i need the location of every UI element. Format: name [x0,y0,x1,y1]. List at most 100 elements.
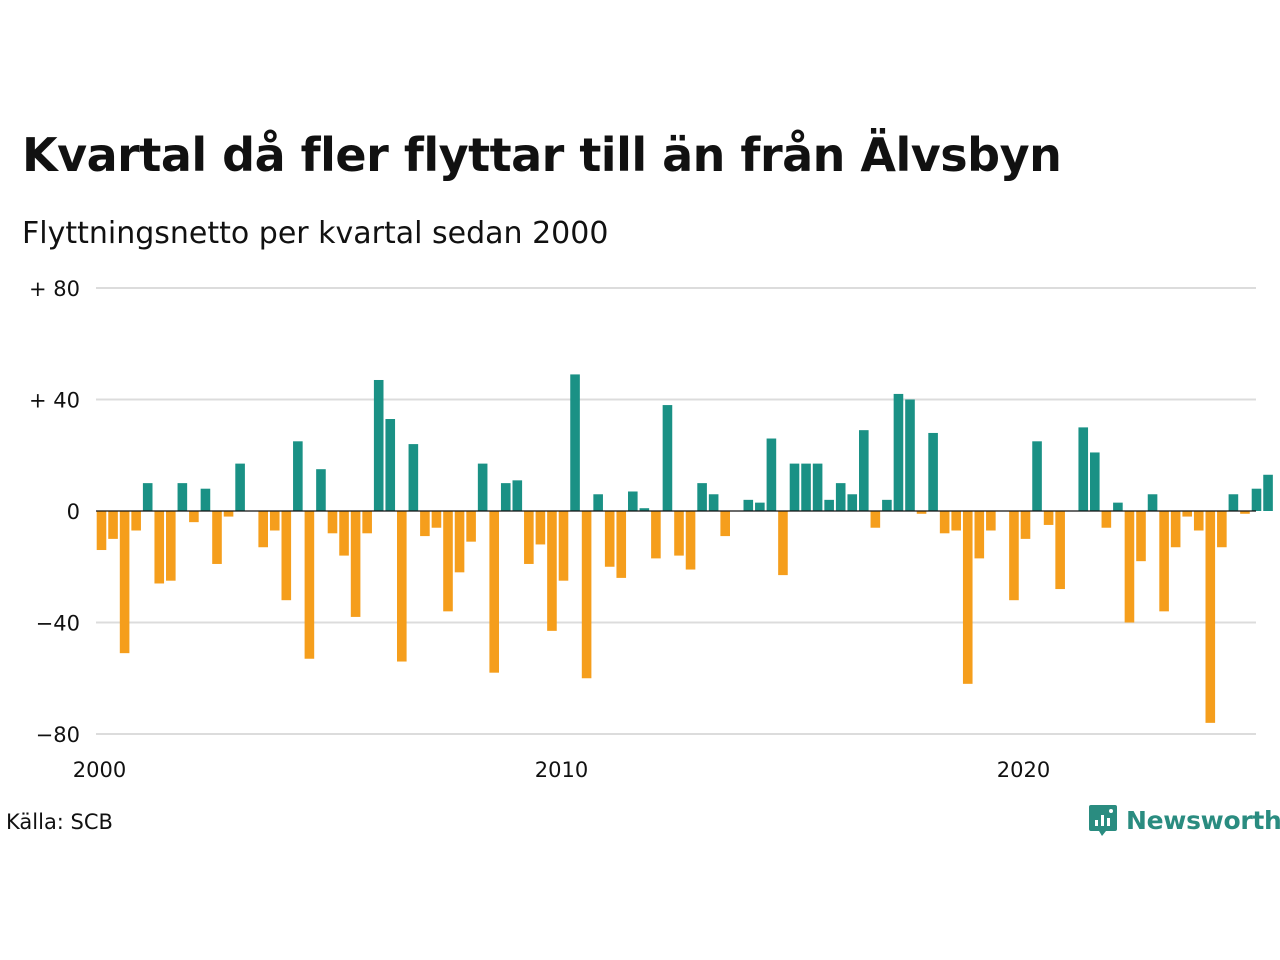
bar [1263,474,1273,511]
newsworthy-logo-icon [1089,805,1117,836]
bar [1009,511,1019,601]
bar [986,511,996,531]
bar [570,374,580,511]
bar [200,488,211,511]
bar [593,494,603,511]
bar [1090,452,1100,511]
bar [616,511,627,578]
bar [1170,511,1181,548]
bar [962,511,973,684]
bar [789,463,800,511]
bar [108,511,118,539]
chart-title: Kvartal då fler flyttar till än från Älv… [22,128,1062,182]
bar [408,444,419,511]
bar [778,511,788,576]
bar [477,463,488,511]
bar [558,511,569,581]
brand-name: Newsworthy [1126,805,1280,835]
bar [1055,511,1065,590]
x-tick-label: 2020 [997,758,1050,782]
bar [223,511,234,517]
bar [697,483,707,512]
bar [547,511,557,631]
bar [304,511,315,659]
bar [385,419,396,511]
bar [1159,511,1169,612]
bar [189,511,199,523]
bar [454,511,465,573]
bar [1251,488,1262,511]
bar [812,463,823,511]
bar [604,511,615,567]
bar [859,430,869,511]
chart-subtitle: Flyttningsnetto per kvartal sedan 2000 [22,216,609,251]
bar [743,499,754,511]
bar [489,511,499,673]
bar [835,483,846,512]
grid-lines [96,287,1256,735]
y-tick-label: −40 [36,612,80,636]
x-tick-label: 2000 [73,758,126,782]
bar [119,511,130,654]
bar [662,405,673,511]
bar [535,511,546,545]
bar [755,502,765,511]
bars [96,374,1273,723]
bar [628,491,638,511]
bar [685,511,696,570]
bar [766,438,777,511]
bar [1124,511,1135,623]
bar [801,463,811,511]
bar [96,511,107,551]
bar [1182,511,1192,517]
bar [1078,427,1089,512]
bar [1032,441,1042,511]
source-note: Källa: SCB [6,810,113,834]
bar [951,511,961,531]
bar [293,441,303,511]
bar [443,511,453,612]
bar [916,511,927,514]
bar [651,511,661,559]
bar [1217,511,1227,548]
bar [212,511,222,564]
bar [316,469,326,511]
bar [166,511,176,581]
bar [1147,494,1158,511]
bar [1136,511,1146,562]
bar [350,511,361,617]
bar [870,511,881,528]
y-tick-label: −80 [36,723,80,747]
bar [362,511,372,534]
bar [327,511,338,534]
x-tick-label: 2010 [535,758,588,782]
bar [177,483,188,512]
bar [639,508,650,511]
brand-logo: Newsworthy [1088,803,1280,837]
bar [339,511,349,556]
bar [373,379,384,511]
y-tick-label: 0 [67,500,80,524]
x-axis-labels: 2000 2010 2020 [73,758,1050,782]
bar [581,511,592,679]
bar [939,511,950,534]
bar [674,511,684,556]
bar [974,511,985,559]
y-tick-label: + 80 [29,277,80,301]
bar [1020,511,1031,539]
bar [154,511,165,584]
bar [882,499,892,511]
bar [420,511,430,537]
bar [1205,511,1216,723]
bar [1043,511,1054,525]
bar [1228,494,1239,511]
bar [131,511,141,531]
bar [928,432,938,511]
bar [1113,502,1123,511]
bar [235,463,245,511]
bar [524,511,534,564]
bar [431,511,442,528]
bar [466,511,476,542]
bar [1101,511,1112,528]
y-tick-label: + 40 [29,389,80,413]
